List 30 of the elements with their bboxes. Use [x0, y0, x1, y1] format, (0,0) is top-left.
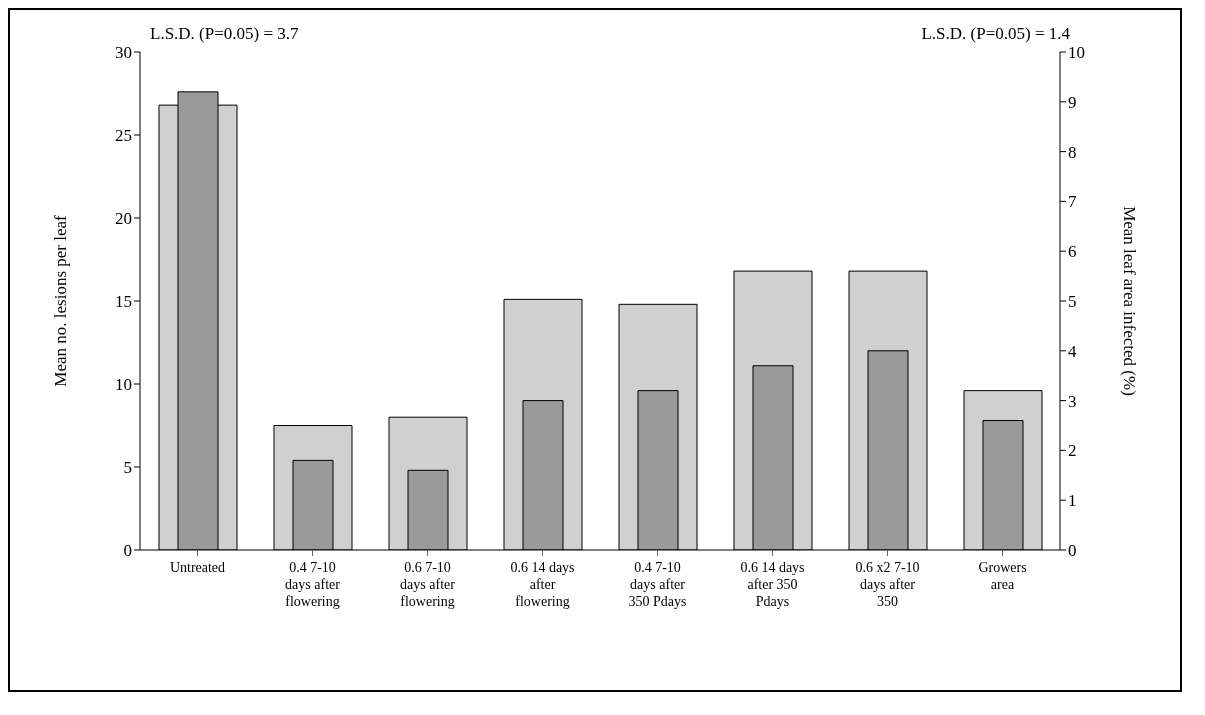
- y-tick-label: 15: [115, 292, 132, 312]
- y2-axis-title: Mean leaf area infected (%): [1119, 206, 1139, 396]
- x-tick-label: 0.4 7-10 days after 350 Pdays: [628, 560, 687, 609]
- x-tick-label: 0.4 7-10 days after flowering: [285, 560, 341, 609]
- x-tick-label: 0.6 7-10 days after flowering: [400, 560, 456, 609]
- y2-tick-label: 10: [1068, 43, 1085, 63]
- x-tick-label: 0.6 14 days after flowering: [510, 560, 575, 609]
- x-tick-label: 0.6 14 days after 350 Pdays: [740, 560, 805, 609]
- text: L.S.D. (P=0.05) = 3.7: [150, 24, 299, 44]
- y2-tick-label: 1: [1068, 491, 1077, 511]
- y-tick-label: 30: [115, 43, 132, 63]
- y-tick-label: 5: [123, 458, 132, 478]
- y-tick-label: 0: [123, 541, 132, 561]
- y2-tick-label: 7: [1068, 192, 1077, 212]
- y2-tick-label: 2: [1068, 441, 1077, 461]
- x-tick-label: 0.6 x2 7-10 days after 350: [855, 560, 920, 609]
- y2-tick-label: 9: [1068, 92, 1077, 112]
- y-tick-label: 20: [115, 209, 132, 229]
- y-tick-label: 25: [115, 126, 132, 146]
- y2-tick-label: 5: [1068, 292, 1077, 312]
- y2-tick-label: 8: [1068, 142, 1077, 162]
- x-tick-label: Growers area: [978, 560, 1027, 592]
- y-tick-label: 10: [115, 375, 132, 395]
- y2-tick-label: 4: [1068, 341, 1077, 361]
- y2-tick-label: 6: [1068, 242, 1077, 262]
- text: L.S.D. (P=0.05) = 1.4: [921, 24, 1070, 44]
- x-tick-label: Untreated: [169, 560, 226, 575]
- y-axis-title: Mean no. lesions per leaf: [51, 214, 71, 387]
- y2-tick-label: 0: [1068, 541, 1077, 561]
- y2-tick-label: 3: [1068, 391, 1077, 411]
